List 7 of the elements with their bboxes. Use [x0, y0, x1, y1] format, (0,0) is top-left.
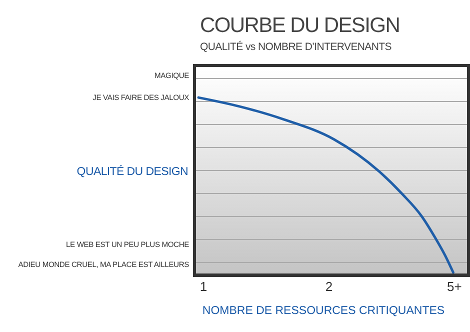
- x-axis-title: NOMBRE DE RESSOURCES CRITIQUANTES: [202, 305, 445, 317]
- x-tick-label: 2: [325, 279, 333, 294]
- y-axis-title: QUALITÉ DU DESIGN: [76, 166, 188, 178]
- chart-subtitle: QUALITÉ vs NOMBRE D’INTERVENANTS: [200, 41, 392, 53]
- x-tick-label: 5+: [447, 279, 462, 294]
- x-tick-label: 1: [200, 279, 208, 294]
- chart-title: COURBE DU DESIGN: [200, 14, 400, 38]
